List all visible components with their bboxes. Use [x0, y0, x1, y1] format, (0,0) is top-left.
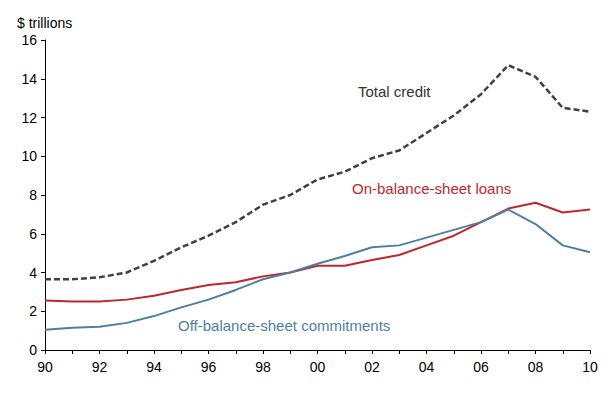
- svg-text:6: 6: [29, 226, 37, 242]
- svg-text:16: 16: [21, 32, 37, 48]
- svg-text:$ trillions: $ trillions: [17, 15, 72, 31]
- svg-text:On-balance-sheet loans: On-balance-sheet loans: [352, 180, 511, 197]
- svg-text:06: 06: [473, 359, 489, 375]
- svg-text:08: 08: [528, 359, 544, 375]
- svg-text:10: 10: [21, 148, 37, 164]
- svg-text:Off-balance-sheet commitments: Off-balance-sheet commitments: [178, 317, 390, 334]
- svg-text:2: 2: [29, 303, 37, 319]
- svg-text:02: 02: [364, 359, 380, 375]
- svg-text:00: 00: [310, 359, 326, 375]
- svg-text:10: 10: [582, 359, 598, 375]
- svg-text:90: 90: [37, 359, 53, 375]
- svg-text:92: 92: [92, 359, 108, 375]
- svg-text:Total credit: Total credit: [358, 83, 431, 100]
- svg-text:0: 0: [29, 342, 37, 358]
- svg-text:4: 4: [29, 265, 37, 281]
- svg-text:04: 04: [419, 359, 435, 375]
- svg-text:12: 12: [21, 110, 37, 126]
- svg-text:96: 96: [201, 359, 217, 375]
- svg-text:98: 98: [255, 359, 271, 375]
- svg-text:14: 14: [21, 71, 37, 87]
- svg-text:8: 8: [29, 187, 37, 203]
- svg-text:94: 94: [146, 359, 162, 375]
